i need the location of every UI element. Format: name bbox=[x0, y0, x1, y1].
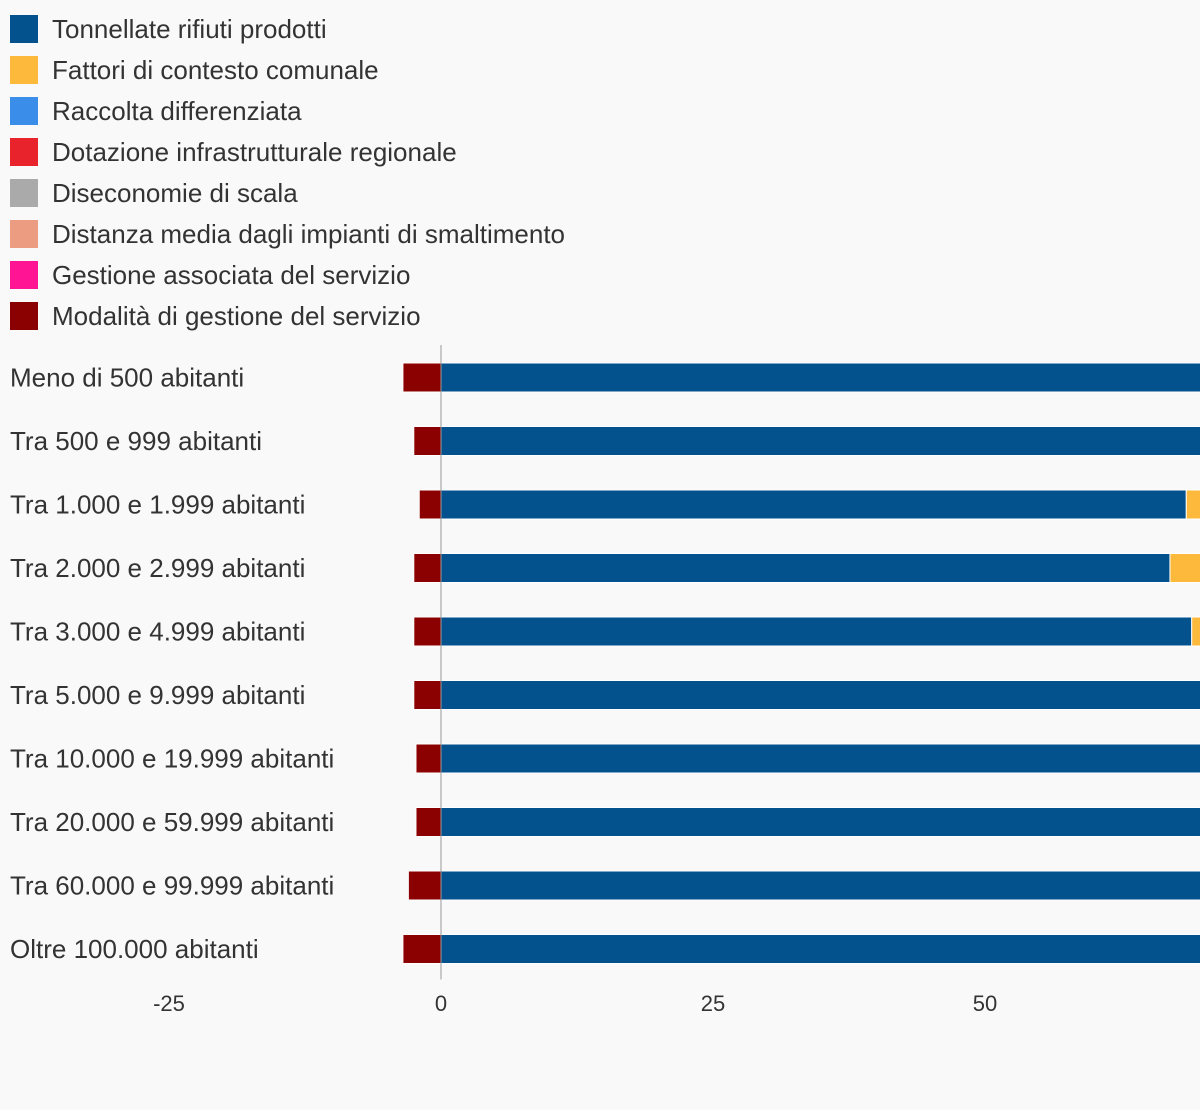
bar-segment bbox=[440, 616, 1193, 647]
bar-segment bbox=[440, 489, 1187, 520]
x-tick-label: 0 bbox=[435, 991, 447, 1016]
legend-label: Fattori di contesto comunale bbox=[52, 54, 379, 85]
bar-segment bbox=[440, 743, 1200, 774]
bar-segment bbox=[440, 870, 1200, 901]
legend-swatch bbox=[10, 301, 38, 330]
legend-label: Gestione associata del servizio bbox=[52, 259, 411, 290]
bar-segment bbox=[413, 426, 442, 456]
legend-item[interactable]: Tonnellate rifiuti prodotti bbox=[10, 8, 565, 49]
bar-segment bbox=[413, 553, 442, 583]
legend-item[interactable]: Modalità di gestione del servizio bbox=[10, 295, 565, 336]
category-label: Oltre 100.000 abitanti bbox=[10, 934, 259, 964]
category-label: Tra 60.000 e 99.999 abitanti bbox=[10, 871, 334, 901]
legend-swatch bbox=[10, 260, 38, 289]
bar-segment bbox=[1169, 553, 1200, 583]
legend-swatch bbox=[10, 96, 38, 125]
category-label: Tra 5.000 e 9.999 abitanti bbox=[10, 680, 305, 710]
bar-segment bbox=[418, 489, 442, 520]
legend-swatch bbox=[10, 219, 38, 248]
legend-label: Tonnellate rifiuti prodotti bbox=[52, 13, 327, 44]
legend-label: Raccolta differenziata bbox=[52, 95, 302, 126]
bar-segment bbox=[440, 680, 1200, 710]
legend-item[interactable]: Raccolta differenziata bbox=[10, 90, 565, 131]
x-tick-label: -25 bbox=[153, 991, 185, 1016]
legend: Tonnellate rifiuti prodotti Fattori di co… bbox=[10, 8, 565, 336]
legend-label: Distanza media dagli impianti di smaltim… bbox=[52, 218, 566, 249]
bar-segment bbox=[415, 743, 442, 774]
category-label: Tra 1.000 e 1.999 abitanti bbox=[10, 490, 305, 520]
legend-swatch bbox=[10, 14, 38, 43]
bar-segment bbox=[413, 616, 442, 647]
legend-item[interactable]: Diseconomie di scala bbox=[10, 172, 565, 213]
legend-item[interactable]: Dotazione infrastrutturale regionale bbox=[10, 131, 565, 172]
bar-segment bbox=[440, 553, 1171, 583]
legend-swatch bbox=[10, 137, 38, 166]
bar-segment bbox=[440, 934, 1200, 964]
category-label: Tra 500 e 999 abitanti bbox=[10, 426, 262, 456]
legend-item[interactable]: Fattori di contesto comunale bbox=[10, 49, 565, 90]
x-tick-label: 50 bbox=[973, 991, 997, 1016]
category-label: Tra 10.000 e 19.999 abitanti bbox=[10, 744, 334, 774]
legend-label: Dotazione infrastrutturale regionale bbox=[52, 136, 457, 167]
category-label: Tra 2.000 e 2.999 abitanti bbox=[10, 553, 305, 583]
category-label: Meno di 500 abitanti bbox=[10, 363, 244, 393]
x-tick-label: 25 bbox=[701, 991, 725, 1016]
bar-segment bbox=[1185, 489, 1200, 520]
legend-swatch bbox=[10, 55, 38, 84]
legend-item[interactable]: Gestione associata del servizio bbox=[10, 254, 565, 295]
legend-item[interactable]: Distanza media dagli impianti di smaltim… bbox=[10, 213, 565, 254]
bar-segment bbox=[415, 807, 442, 837]
bar-segment bbox=[407, 870, 442, 901]
bar-segment bbox=[402, 934, 442, 964]
legend-label: Modalità di gestione del servizio bbox=[52, 300, 421, 331]
legend-label: Diseconomie di scala bbox=[52, 177, 298, 208]
legend-swatch bbox=[10, 178, 38, 207]
bar-segment bbox=[402, 362, 442, 393]
bar-segment bbox=[1191, 616, 1200, 647]
category-label: Tra 20.000 e 59.999 abitanti bbox=[10, 807, 334, 837]
category-label: Tra 3.000 e 4.999 abitanti bbox=[10, 617, 305, 647]
bar-segment bbox=[440, 362, 1200, 393]
bar-segment bbox=[440, 426, 1200, 456]
bar-segment bbox=[440, 807, 1200, 837]
bar-segment bbox=[413, 680, 442, 710]
